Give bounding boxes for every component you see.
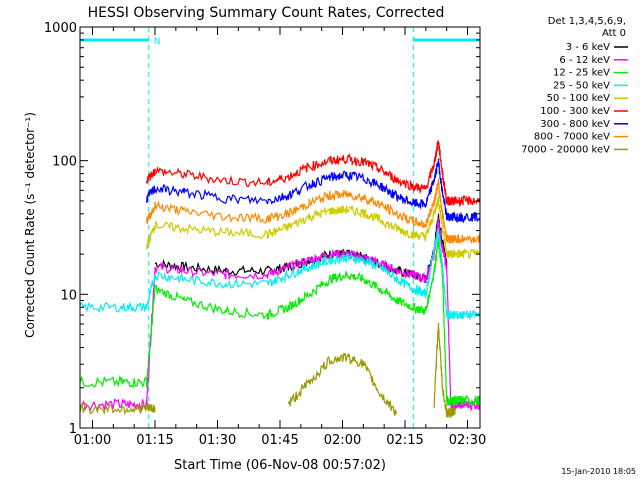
y-tick-label-2: 100 — [52, 155, 77, 170]
legend-label-7: 800 - 7000 keV — [534, 132, 610, 143]
legend-label-2: 12 - 25 keV — [553, 68, 610, 79]
series-line-4-0 — [146, 196, 480, 260]
legend-label-8: 7000 - 20000 keV — [521, 144, 610, 155]
plot-frame — [79, 26, 481, 429]
footer-timestamp: 15-Jan-2010 18:05 — [561, 467, 636, 476]
x-axis-label: Start Time (06-Nov-08 00:57:02) — [174, 458, 386, 473]
x-tick-label-1: 01:15 — [136, 433, 173, 448]
series-line-7-0 — [146, 179, 480, 244]
legend-label-0: 3 - 6 keV — [566, 42, 610, 53]
series-line-6-0 — [146, 158, 480, 224]
x-tick-label-0: 01:00 — [74, 433, 111, 448]
series-line-8-1 — [287, 352, 398, 416]
y-tick-label-3: 1000 — [44, 21, 77, 36]
legend-label-4: 50 - 100 keV — [547, 93, 611, 104]
chart-title: HESSI Observing Summary Count Rates, Cor… — [88, 5, 445, 21]
series-line-3-0 — [80, 227, 480, 320]
series-line-8-2 — [433, 322, 456, 418]
legend-label-5: 100 - 300 keV — [540, 106, 610, 117]
legend-header-1: Att 0 — [602, 28, 626, 39]
series-line-2-0 — [80, 236, 480, 408]
x-tick-label-4: 02:00 — [324, 433, 361, 448]
x-tick-label-2: 01:30 — [199, 433, 236, 448]
series-group — [80, 27, 480, 428]
x-tick-label-5: 02:15 — [386, 433, 423, 448]
flag-label-0: N — [154, 37, 161, 47]
y-tick-label-1: 10 — [60, 288, 77, 303]
x-tick-label-3: 01:45 — [261, 433, 298, 448]
axes: 1 10 100 1000 01:00 01:15 01:30 01:45 02:00 02:15… — [44, 21, 486, 448]
plot-area: N — [80, 27, 480, 428]
legend-label-1: 6 - 12 keV — [559, 55, 610, 66]
legend: Det 1,3,4,5,6,9,Att 0 3 - 6 keV 6 - 12 keV… — [521, 16, 628, 155]
legend-label-3: 25 - 50 keV — [553, 80, 610, 91]
y-axis-label: Corrected Count Rate (s⁻¹ detector⁻¹) — [23, 112, 37, 338]
x-tick-label-6: 02:30 — [449, 433, 486, 448]
y-tick-label-0: 1 — [69, 422, 77, 437]
series-line-8-0 — [80, 402, 156, 415]
legend-header-0: Det 1,3,4,5,6,9, — [548, 16, 626, 27]
legend-label-6: 300 - 800 keV — [540, 119, 610, 130]
series-line-5-0 — [146, 140, 480, 208]
